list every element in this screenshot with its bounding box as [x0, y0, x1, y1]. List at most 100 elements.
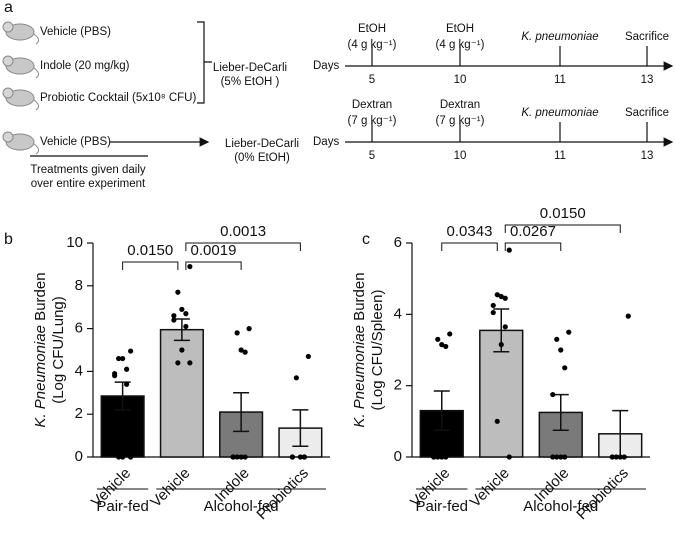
- data-point: [558, 454, 564, 460]
- p-value: 0.0267: [510, 223, 556, 240]
- data-point: [435, 336, 441, 342]
- event-label: (4 g kg⁻¹): [348, 39, 397, 51]
- data-point: [621, 454, 627, 460]
- data-point: [120, 454, 126, 460]
- y-axis-label: (Log CFU/Lung): [50, 296, 67, 404]
- day-label: 10: [454, 150, 467, 162]
- data-point: [439, 454, 445, 460]
- data-point: [305, 353, 311, 360]
- y-axis-label: K. Pneumoniae Burden: [351, 272, 368, 427]
- note: Treatments given daily: [30, 164, 146, 176]
- y-tick-label: 2: [75, 405, 83, 422]
- mouse-icon: [2, 55, 40, 79]
- panel-label: a: [4, 0, 13, 16]
- data-point: [242, 349, 248, 355]
- mouse-tail: [33, 143, 40, 155]
- mouse-head: [2, 55, 14, 67]
- event-label: Sacrifice: [625, 31, 669, 43]
- data-point: [506, 247, 512, 253]
- bracket: [185, 242, 301, 251]
- event-label: Dextran: [440, 99, 480, 111]
- data-point: [234, 454, 240, 460]
- data-point: [613, 454, 619, 460]
- event-label: (7 g kg⁻¹): [436, 115, 485, 127]
- error-bar: [292, 409, 309, 448]
- p-value: 0.0343: [447, 223, 493, 240]
- data-point: [447, 331, 453, 337]
- bracket: [441, 242, 498, 251]
- data-point: [238, 454, 244, 460]
- x-tick-label: Vehicle: [147, 465, 193, 511]
- note: over entire experiment: [31, 178, 146, 190]
- data-point: [562, 454, 568, 460]
- data-point: [494, 418, 500, 424]
- data-point: [124, 381, 130, 387]
- event-label: (7 g kg⁻¹): [348, 115, 397, 127]
- data-point: [494, 292, 500, 298]
- data-point: [443, 343, 449, 350]
- mouse-icon: [2, 131, 40, 155]
- x-tick-label: Vehicle: [467, 465, 513, 511]
- data-point: [183, 311, 189, 317]
- data-point: [550, 391, 556, 398]
- bracket: [122, 261, 179, 270]
- group-label: Pair-fed: [415, 498, 468, 515]
- event-label: K. pneumoniae: [521, 107, 598, 119]
- event-label: EtOH: [358, 23, 386, 35]
- y-axis-label: K. Pneumoniae Burden: [32, 272, 49, 427]
- y-tick-label: 4: [75, 362, 83, 379]
- diet-label: Lieber-DeCarli: [213, 62, 287, 74]
- diet-label: (5% EtOH ): [221, 76, 280, 88]
- treatment-label: Vehicle (PBS): [40, 26, 111, 38]
- axis-label: Days: [313, 60, 339, 72]
- data-point: [609, 454, 615, 460]
- y-tick-label: 10: [66, 234, 83, 251]
- day-label: 10: [454, 74, 467, 86]
- data-point: [297, 454, 303, 460]
- bracket: [185, 261, 242, 270]
- y-axis-label-text: Burden: [351, 272, 368, 325]
- panel-label: c: [362, 231, 370, 248]
- y-tick-label: 8: [75, 277, 83, 294]
- diet-label: Lieber-DeCarli: [225, 138, 299, 150]
- day-label: 13: [641, 74, 654, 86]
- p-value: 0.0019: [191, 242, 237, 259]
- data-point: [187, 263, 193, 270]
- data-point: [175, 360, 181, 366]
- bracket: [504, 242, 562, 251]
- group-label: Pair-fed: [96, 498, 149, 515]
- data-point: [179, 306, 185, 312]
- data-point: [293, 375, 299, 381]
- group-label: Alcohol-fed: [523, 498, 598, 515]
- y-tick-label: 0: [394, 448, 402, 465]
- data-point: [128, 348, 134, 354]
- y-axis-label-italic: K. Pneumoniae: [32, 325, 49, 428]
- data-point: [566, 329, 572, 335]
- mouse-tail: [33, 67, 40, 79]
- day-label: 5: [369, 150, 375, 162]
- y-tick-label: 0: [75, 448, 83, 465]
- mouse-head: [2, 87, 14, 99]
- mouse-head: [2, 131, 14, 143]
- brace: [197, 21, 212, 104]
- data-point: [443, 454, 449, 460]
- data-point: [625, 313, 631, 319]
- data-point: [439, 342, 445, 348]
- event-label: Dextran: [352, 99, 392, 111]
- data-point: [562, 365, 568, 371]
- data-point: [238, 347, 244, 353]
- event-label: EtOH: [446, 23, 474, 35]
- group-label: Alcohol-fed: [204, 498, 279, 515]
- data-point: [116, 454, 122, 460]
- event-label: (4 g kg⁻¹): [436, 39, 485, 51]
- data-point: [112, 373, 118, 379]
- data-point: [502, 324, 508, 330]
- mouse-icon: [2, 21, 40, 45]
- mouse-head: [2, 21, 14, 33]
- day-label: 13: [641, 150, 654, 162]
- y-axis-label-italic: K. Pneumoniae: [351, 325, 368, 428]
- axis-label: Days: [313, 136, 339, 148]
- y-axis-label: (Log CFU/Spleen): [369, 290, 386, 411]
- data-point: [554, 336, 560, 342]
